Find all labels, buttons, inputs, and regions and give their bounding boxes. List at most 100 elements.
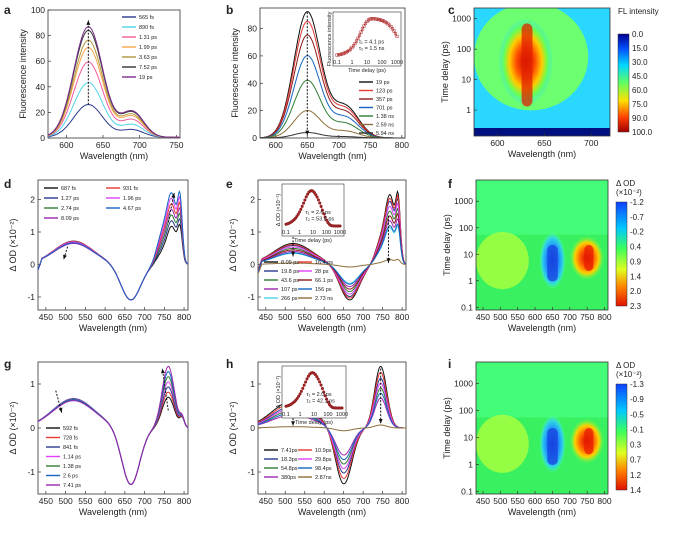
y-tick-label-a: 0 — [40, 133, 45, 143]
legend-label-e: 107 ps — [281, 287, 298, 293]
inset-tick-b: 100 — [377, 60, 386, 66]
legend-label-h: 7.41ps — [281, 448, 298, 454]
plot-frame-e — [257, 179, 407, 311]
inset-point-b — [360, 27, 365, 31]
legend-label-a: 565 fs — [139, 15, 154, 21]
spectrum-a-5 — [47, 30, 180, 138]
chart-c: 600 650 700 1 10 100 1000 Wavelength (nm) Time d… — [440, 7, 659, 159]
colorbar-tick-c: 60.0 — [632, 86, 648, 95]
colorbar-tick-i: 1.4 — [630, 486, 642, 495]
y-axis-label-g: Δ OD (×10⁻²) — [8, 401, 18, 454]
y-tick-label-f: 10 — [464, 249, 474, 259]
colorbar-tick-f: 0.9 — [630, 257, 642, 266]
legend-label-g: 2.6 ps — [63, 474, 78, 480]
x-axis-label-i: Wavelength (nm) — [508, 507, 576, 517]
colorbar-tick-i: -1.3 — [630, 380, 644, 389]
arrow-h2-head — [378, 418, 383, 424]
legend-label-h: 29.8ps — [315, 457, 332, 463]
colorbar-tick-c: 45.0 — [632, 72, 648, 81]
y-tick-label-b: 40 — [248, 78, 258, 88]
colorbar-tick-f: 2.0 — [630, 287, 642, 296]
y-tick-label-g: 1 — [30, 379, 35, 389]
spectrum-g-3 — [37, 381, 189, 486]
colorbar-tick-c: 100.0 — [632, 128, 653, 137]
inset-xlabel-h: Time delay (ps) — [295, 420, 333, 426]
legend-label-d: 1.96 ps — [123, 196, 141, 202]
y-tick-label-e: -1 — [247, 292, 255, 302]
y-tick-label-i: 1000 — [454, 379, 473, 389]
inset-point-b — [357, 33, 362, 37]
y-tick-label-h: -1 — [247, 467, 255, 477]
chart-d: 450 500 550 600 650 700 750 800 -1 0 1 2 Wavelength … — [8, 179, 191, 333]
x-axis-label-g: Wavelength (nm) — [79, 507, 147, 517]
arrow-d2-head — [171, 193, 176, 198]
x-tick-label-h: 750 — [376, 496, 390, 506]
legend-label-e: 28 ps — [315, 269, 329, 275]
inset-tick-b: 1 — [350, 60, 353, 66]
spectrum-a-3 — [47, 47, 180, 138]
x-tick-label-d: 800 — [177, 312, 191, 322]
spectrum-a-6 — [47, 26, 180, 138]
legend-label-e: 156 ps — [315, 287, 332, 293]
x-tick-label-i: 600 — [528, 496, 542, 506]
colorbar-tick-c: 75.0 — [632, 100, 648, 109]
spectrum-g-2 — [37, 386, 189, 486]
x-tick-label-f: 700 — [563, 312, 577, 322]
y-tick-label-h: 0 — [250, 423, 255, 433]
heatmap-hot-core-i — [584, 428, 594, 455]
inset-fit-h — [285, 372, 342, 409]
panel-letter-b: b — [226, 3, 233, 17]
x-tick-label-h: 450 — [259, 496, 273, 506]
x-tick-label-i: 800 — [597, 496, 611, 506]
arrow-g2 — [161, 368, 169, 411]
panel-letter-i: i — [448, 357, 451, 371]
legend-label-h: 18.3ps — [281, 457, 298, 463]
y-axis-label-i: Time delay (ps) — [442, 397, 452, 459]
legend-label-b: 5.94 ns — [376, 131, 394, 137]
x-tick-label-d: 550 — [78, 312, 92, 322]
x-tick-label-i: 550 — [511, 496, 525, 506]
legend-label-e: 2.73 ns — [315, 296, 333, 302]
colorbar-unit-i: (×10⁻²) — [616, 370, 642, 379]
y-tick-label-g: -1 — [27, 467, 35, 477]
colorbar-f — [615, 201, 628, 307]
y-tick-label-a: 60 — [36, 56, 46, 66]
panel-letter-c: c — [448, 3, 455, 17]
y-tick-label-d: -1 — [27, 292, 35, 302]
inset-point-b — [359, 30, 363, 34]
plot-frame-c — [473, 7, 611, 137]
legend-label-d: 4.67 ps — [123, 206, 141, 212]
colorbar-tick-i: 0.3 — [630, 441, 642, 450]
legend-label-e: 43.6 ps — [281, 278, 299, 284]
inset-tick-h: 1 — [298, 412, 301, 418]
y-tick-label-g: 0 — [30, 423, 35, 433]
heatmap-body-f — [476, 180, 608, 310]
legend-label-h: 10.9ps — [315, 448, 332, 454]
y-axis-label-h: Δ OD (×10⁻²) — [228, 401, 238, 454]
x-axis-label-a: Wavelength (nm) — [80, 151, 148, 161]
colorbar-tick-i: 0.7 — [630, 456, 642, 465]
colorbar-tick-i: -0.9 — [630, 395, 644, 404]
colorbar-tick-c: 0.0 — [632, 30, 644, 39]
x-tick-label-b: 750 — [363, 140, 377, 150]
inset-b: Time delay (ps) Fluorescence intensity 0.1… — [327, 11, 403, 74]
legend-label-d: 8.09 ps — [61, 216, 79, 222]
legend-label-d: 2.74 ps — [61, 206, 79, 212]
heatmap-pos-f — [476, 232, 529, 290]
x-tick-label-i: 700 — [563, 496, 577, 506]
x-tick-label-h: 600 — [317, 496, 331, 506]
legend-label-d: 687 fs — [61, 186, 76, 192]
y-tick-label-a: 100 — [31, 5, 45, 15]
inset-xlabel-b: Time delay (ps) — [348, 68, 386, 74]
panel-letter-f: f — [448, 177, 453, 191]
legend-label-e: 66.1 ps — [315, 278, 333, 284]
colorbar-i — [615, 383, 628, 491]
legend-label-a: 19 ps — [139, 75, 153, 81]
colorbar-unit-f: (×10⁻²) — [616, 188, 642, 197]
colorbar-tick-i: 1.2 — [630, 471, 642, 480]
y-tick-label-f: 0.1 — [461, 302, 473, 312]
legend-label-h: 2.87ns — [315, 475, 332, 481]
x-tick-label-a: 650 — [96, 140, 110, 150]
y-tick-label-f: 1000 — [454, 196, 473, 206]
